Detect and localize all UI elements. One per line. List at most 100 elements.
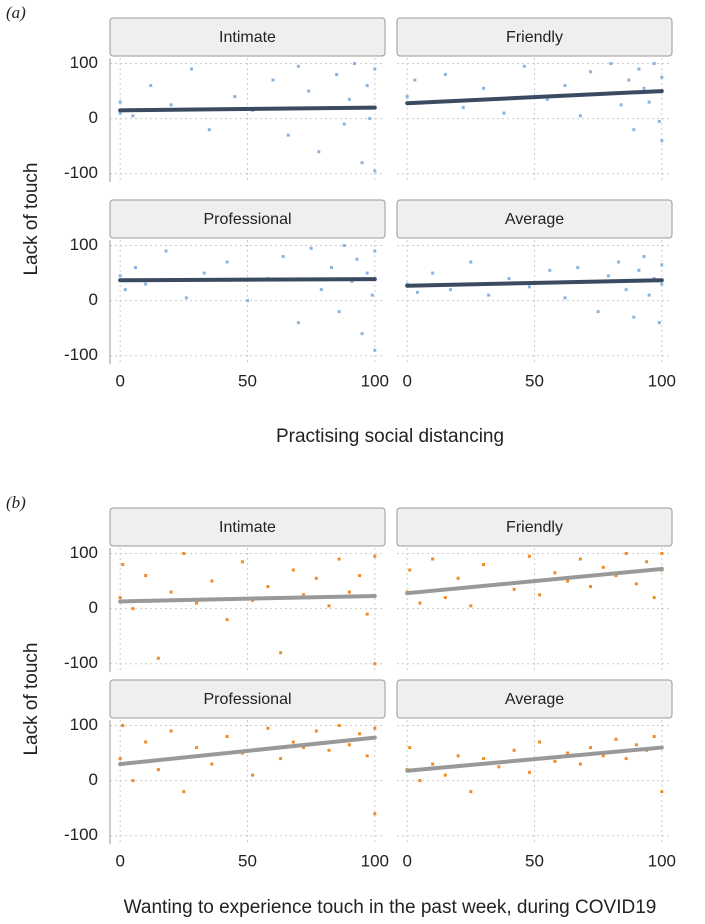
point [133,266,137,270]
y-tick-label: -100 [64,653,98,672]
trend-line [405,89,664,106]
trend-line [118,105,377,113]
facet-strip [396,17,673,57]
point [347,590,351,594]
point [373,249,377,253]
point [302,746,306,750]
point [408,568,412,572]
facet-strip [109,679,386,719]
point [632,128,636,132]
point [527,770,531,774]
y-axis-label: Lack of touch [21,642,42,755]
point [131,607,135,611]
y-tick-label: -100 [64,825,98,844]
trend-line [405,566,664,596]
facet-title: Friendly [506,29,563,46]
point [660,263,664,267]
x-tick-label: 50 [238,371,257,390]
point [279,651,283,655]
point [660,282,664,286]
point [156,768,160,772]
x-tick-label: 0 [115,371,124,390]
point [502,111,506,115]
point [337,310,341,314]
point [637,268,641,272]
facet-strip [109,199,386,239]
point [319,288,323,292]
point [118,274,122,278]
point [144,574,148,578]
point [195,746,199,750]
facet-strip [396,679,673,719]
point [210,579,214,583]
point [121,563,125,567]
point [342,244,346,248]
x-tick-label: 0 [402,851,411,870]
facet-strip [109,17,386,57]
x-tick-label: 100 [648,371,676,390]
point [589,70,593,74]
point [601,754,605,758]
point [606,274,610,278]
point [624,552,628,556]
point [418,601,422,605]
point [660,552,664,556]
point [431,557,435,561]
point [314,729,318,733]
point [131,114,135,118]
point [286,133,290,137]
point [405,95,409,99]
point [418,779,422,783]
point [443,596,447,600]
point [624,757,628,761]
point [123,288,127,292]
point [368,117,372,121]
point [578,114,582,118]
y-tick-label: 0 [89,598,98,617]
point [553,759,557,763]
point [522,64,526,68]
point [365,754,369,758]
facet-strip [109,507,386,547]
point [314,576,318,580]
point [373,726,377,730]
point [358,732,362,736]
point [240,560,244,564]
point [207,128,211,132]
point [497,765,501,769]
y-tick-label: 100 [70,543,98,562]
point [225,618,229,622]
point [657,321,661,325]
x-tick-label: 0 [402,371,411,390]
point [358,574,362,578]
point [652,62,656,66]
point [589,746,593,750]
point [512,587,516,591]
point [431,762,435,766]
point [296,321,300,325]
point [482,86,486,90]
point [118,596,122,600]
point [645,560,649,564]
panel-label: (b) [6,493,26,512]
point [251,773,255,777]
point [309,246,313,250]
point [373,67,377,71]
point [370,293,374,297]
point [469,260,473,264]
point [548,268,552,272]
point [627,78,631,82]
point [647,100,651,104]
point [657,119,661,123]
point [184,296,188,300]
point [637,67,641,71]
point [347,743,351,747]
x-tick-label: 50 [525,371,544,390]
point [365,271,369,275]
point [291,740,295,744]
y-tick-label: 100 [70,53,98,72]
point [302,593,306,597]
point [266,726,270,730]
point [461,106,465,110]
